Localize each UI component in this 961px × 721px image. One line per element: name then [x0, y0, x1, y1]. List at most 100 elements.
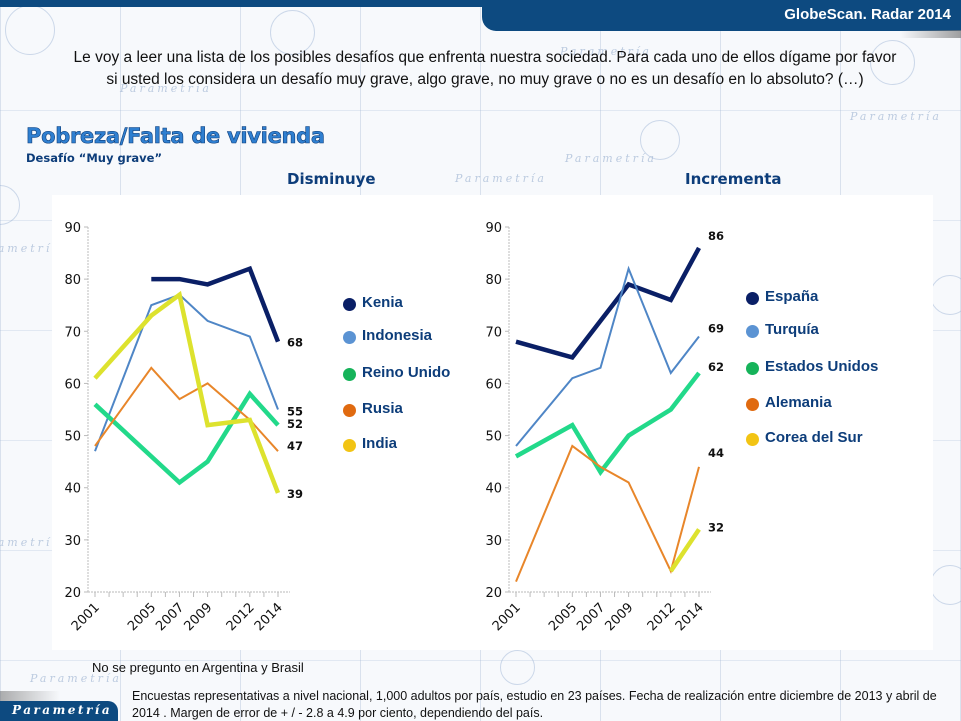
legend-label: Indonesia: [362, 326, 433, 344]
watermark-text: Parametría: [560, 45, 652, 58]
background-circle: [500, 650, 535, 685]
series-line-rusia: [94, 366, 279, 452]
series-line-indonesia: [94, 293, 279, 452]
legend-item-alemania: Alemania: [746, 393, 832, 411]
legend-label: Reino Unido: [362, 363, 451, 381]
page-title: Pobreza/Falta de vivienda: [26, 124, 326, 149]
header-tab: GlobeScan. Radar 2014: [482, 0, 961, 31]
end-label-rusia: 47: [287, 439, 303, 453]
legend-label: Kenia: [362, 293, 403, 311]
series-line-espana: [515, 246, 701, 360]
legend-swatch-icon: [343, 298, 356, 311]
legend-label: Estados Unidos: [765, 357, 879, 375]
chart-title-incrementa: Incrementa: [685, 170, 782, 188]
legend-item-estados-unidos: Estados Unidos: [746, 357, 878, 375]
header-tab-shadow: [900, 30, 961, 38]
x-tick-label-incrementa: 2005: [546, 600, 580, 634]
chart-panel: [52, 195, 933, 650]
background-circle: [870, 40, 915, 85]
series-line-turquia: [515, 265, 700, 447]
legend-swatch-icon: [746, 325, 759, 338]
y-tick-label-incrementa: 90: [485, 221, 502, 236]
brand-logo: Parametría: [12, 703, 113, 717]
app-title: GlobeScan. Radar 2014: [784, 6, 951, 23]
y-tick-label-disminuye: 40: [64, 482, 81, 497]
end-label-kenia: 68: [287, 336, 303, 350]
end-label-turquia: 69: [708, 322, 724, 336]
y-tick-label-disminuye: 60: [64, 377, 81, 392]
y-tick-label-incrementa: 30: [485, 534, 502, 549]
legend-swatch-icon: [746, 433, 759, 446]
end-label-espana: 86: [708, 229, 724, 243]
watermark-text: Parametría: [850, 110, 942, 123]
methodology-footnote: Encuestas representativas a nivel nacion…: [132, 689, 937, 720]
watermark-text: Parametría: [30, 672, 122, 685]
y-tick-label-disminuye: 90: [64, 221, 81, 236]
x-tick-label-disminuye: 2007: [153, 600, 187, 634]
chart-title-disminuye: Disminuye: [287, 170, 376, 188]
end-label-indonesia: 55: [287, 405, 303, 419]
y-tick-label-incrementa: 20: [485, 586, 502, 601]
watermark-text: Parametría: [0, 536, 62, 549]
x-tick-label-incrementa: 2001: [490, 600, 524, 634]
x-tick-label-incrementa: 2007: [574, 600, 608, 634]
page-subtitle: Desafío “Muy grave”: [26, 151, 163, 165]
legend-item-espana: España: [746, 287, 818, 305]
top-band: [0, 0, 961, 7]
y-tick-label-disminuye: 20: [64, 586, 81, 601]
series-line-reino-unido: [93, 390, 280, 486]
x-tick-label-incrementa: 2012: [645, 600, 679, 634]
y-tick-label-incrementa: 50: [485, 430, 502, 445]
y-tick-label-disminuye: 50: [64, 430, 81, 445]
y-tick-label-incrementa: 40: [485, 482, 502, 497]
x-tick-label-incrementa: 2014: [673, 600, 707, 634]
legend-swatch-icon: [343, 439, 356, 452]
note-text: No se pregunto en Argentina y Brasil: [92, 660, 304, 675]
legend-label: Corea del Sur: [765, 428, 863, 446]
series-line-india: [93, 290, 281, 494]
end-label-reino-unido: 52: [287, 417, 303, 431]
legend-swatch-icon: [343, 404, 356, 417]
survey-question: Le voy a leer una lista de los posibles …: [73, 49, 897, 88]
watermark-text: Parametría: [455, 172, 547, 185]
legend-item-reino-unido: Reino Unido: [343, 363, 450, 381]
legend-label: Rusia: [362, 399, 403, 417]
legend-item-kenia: Kenia: [343, 293, 403, 311]
legend-item-turquia: Turquía: [746, 320, 819, 338]
legend-item-corea-del-sur: Corea del Sur: [746, 428, 863, 446]
y-tick-label-incrementa: 70: [485, 325, 502, 340]
legend-swatch-icon: [343, 331, 356, 344]
series-line-estados-unidos: [514, 371, 701, 477]
y-tick-label-disminuye: 80: [64, 273, 81, 288]
background-circle: [640, 120, 680, 160]
brand-shadow: [0, 691, 60, 701]
legend-swatch-icon: [746, 292, 759, 305]
watermark-text: Parametría: [120, 82, 212, 95]
legend-swatch-icon: [746, 398, 759, 411]
series-line-kenia: [151, 265, 281, 343]
legend-label: Turquía: [765, 320, 819, 338]
legend-item-indonesia: Indonesia: [343, 326, 432, 344]
series-line-alemania: [515, 444, 700, 582]
x-tick-label-incrementa: 2009: [602, 600, 636, 634]
end-label-estados-unidos: 62: [708, 360, 724, 374]
y-tick-label-disminuye: 70: [64, 325, 81, 340]
watermark-text: Parametría: [565, 152, 657, 165]
legend-label: India: [362, 434, 398, 452]
watermark-text: Parametría: [0, 242, 62, 255]
legend-item-rusia: Rusia: [343, 399, 403, 417]
x-tick-label-disminuye: 2014: [252, 600, 286, 634]
background-circle: [270, 10, 315, 55]
end-label-india: 39: [287, 487, 303, 501]
legend-swatch-icon: [746, 362, 759, 375]
x-tick-label-disminuye: 2005: [125, 600, 159, 634]
end-label-corea-del-sur: 32: [708, 520, 724, 534]
legend-label: Alemania: [765, 393, 832, 411]
series-line-corea-del-sur: [668, 528, 701, 573]
y-tick-label-incrementa: 80: [485, 273, 502, 288]
x-tick-label-disminuye: 2009: [181, 600, 215, 634]
legend-label: España: [765, 287, 819, 305]
end-label-alemania: 44: [708, 446, 724, 460]
y-tick-label-disminuye: 30: [64, 534, 81, 549]
